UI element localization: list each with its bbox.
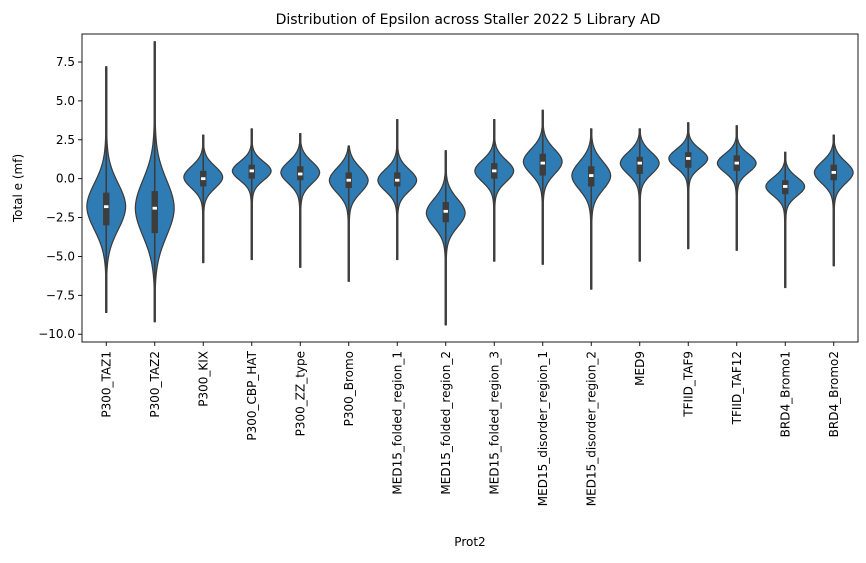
x-tick-label: BRD4_Bromo1 <box>778 351 792 437</box>
x-tick-label: MED15_folded_region_2 <box>439 351 453 495</box>
x-tick-label: P300_TAZ1 <box>99 351 113 418</box>
violin-median <box>443 209 448 213</box>
x-tick-label: MED9 <box>633 351 647 386</box>
violin-iqr-box <box>103 192 110 226</box>
x-tick-label: P300_Bromo <box>342 351 356 426</box>
violin-median <box>298 172 303 176</box>
x-tick-label: P300_KIX <box>196 351 210 407</box>
x-axis-label: Prot2 <box>454 535 485 549</box>
violin-median <box>492 169 497 173</box>
violin-iqr-box <box>685 152 692 168</box>
violin-median <box>686 157 691 160</box>
x-tick-label: MED15_disorder_region_2 <box>584 351 598 506</box>
violin-median <box>783 185 788 188</box>
violin-median <box>346 178 351 182</box>
violin-median <box>152 206 157 210</box>
x-tick-label: TFIID_TAF9 <box>681 351 695 418</box>
x-tick-label: P300_TAZ2 <box>148 351 162 418</box>
y-axis: −10.0 −7.5 −5.0 −2.5 0.0 2.5 5.0 7.5 <box>38 55 82 341</box>
x-tick-label: MED15_disorder_region_1 <box>536 351 550 506</box>
y-tick-label: −10.0 <box>38 327 75 341</box>
violin-median <box>831 171 836 174</box>
plot-frame <box>81 33 859 343</box>
violin-group <box>86 41 854 326</box>
violin-iqr-box <box>636 156 643 174</box>
y-tick-label: −5.0 <box>46 249 75 263</box>
y-tick-label: 0.0 <box>56 172 75 186</box>
y-tick-label: 2.5 <box>56 133 75 147</box>
violin-median <box>637 161 642 165</box>
y-tick-label: 7.5 <box>56 55 75 69</box>
x-tick-label: TFIID_TAF12 <box>730 351 744 425</box>
violin-iqr-box <box>151 191 158 234</box>
x-tick-label: P300_CBP_HAT <box>245 350 259 440</box>
violin-median <box>395 178 400 182</box>
y-tick-label: 5.0 <box>56 94 75 108</box>
x-tick-label: MED15_folded_region_3 <box>487 351 501 495</box>
violin-median <box>201 177 206 181</box>
violin-median <box>734 161 739 165</box>
x-axis: P300_TAZ1 P300_TAZ2 P300_KIX P300_CBP_HAT P3… <box>99 342 841 506</box>
x-tick-label: P300_ZZ_type <box>293 351 307 436</box>
y-axis-label: Total e (mf) <box>11 154 25 223</box>
y-tick-label: −7.5 <box>46 288 75 302</box>
y-tick-label: −2.5 <box>46 211 75 225</box>
violin-median <box>540 161 545 165</box>
violin-median <box>249 169 254 173</box>
x-tick-label: BRD4_Bromo2 <box>827 351 841 437</box>
violin-median <box>104 205 109 209</box>
violin-iqr-box <box>539 153 546 176</box>
violin-median <box>589 174 594 177</box>
x-tick-label: MED15_folded_region_1 <box>390 351 404 495</box>
chart-title: Distribution of Epsilon across Staller 2… <box>276 12 661 28</box>
